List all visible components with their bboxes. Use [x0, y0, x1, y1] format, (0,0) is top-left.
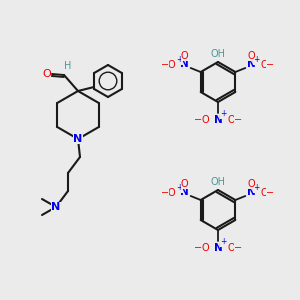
- Text: −: −: [194, 115, 202, 125]
- Text: O: O: [43, 69, 51, 79]
- Text: −: −: [194, 243, 202, 253]
- Text: O: O: [181, 51, 188, 61]
- Text: O: O: [168, 60, 176, 70]
- Text: OH: OH: [211, 177, 226, 187]
- Text: −: −: [160, 188, 169, 198]
- Text: N: N: [74, 134, 82, 144]
- Text: −: −: [160, 60, 169, 70]
- Text: +: +: [176, 56, 183, 64]
- Text: O: O: [201, 115, 209, 125]
- Text: +: +: [220, 110, 226, 118]
- Text: +: +: [220, 238, 226, 247]
- Text: O: O: [260, 60, 268, 70]
- Text: O: O: [248, 179, 255, 189]
- Text: N: N: [180, 187, 189, 197]
- Text: O: O: [248, 51, 255, 61]
- Text: N: N: [247, 187, 256, 197]
- Text: O: O: [201, 243, 209, 253]
- Text: OH: OH: [211, 49, 226, 59]
- Text: N: N: [214, 243, 222, 253]
- Text: O: O: [168, 188, 176, 198]
- Text: N: N: [247, 59, 256, 69]
- Text: N: N: [214, 115, 222, 125]
- Text: +: +: [253, 56, 260, 64]
- Text: −: −: [234, 243, 242, 253]
- Text: +: +: [176, 184, 183, 193]
- Text: +: +: [253, 184, 260, 193]
- Text: O: O: [260, 188, 268, 198]
- Text: O: O: [227, 243, 235, 253]
- Text: −: −: [266, 60, 274, 70]
- Text: N: N: [180, 59, 189, 69]
- Text: O: O: [227, 115, 235, 125]
- Text: O: O: [181, 179, 188, 189]
- Text: −: −: [234, 115, 242, 125]
- Text: −: −: [266, 188, 274, 198]
- Text: H: H: [64, 61, 72, 71]
- Text: N: N: [51, 202, 61, 212]
